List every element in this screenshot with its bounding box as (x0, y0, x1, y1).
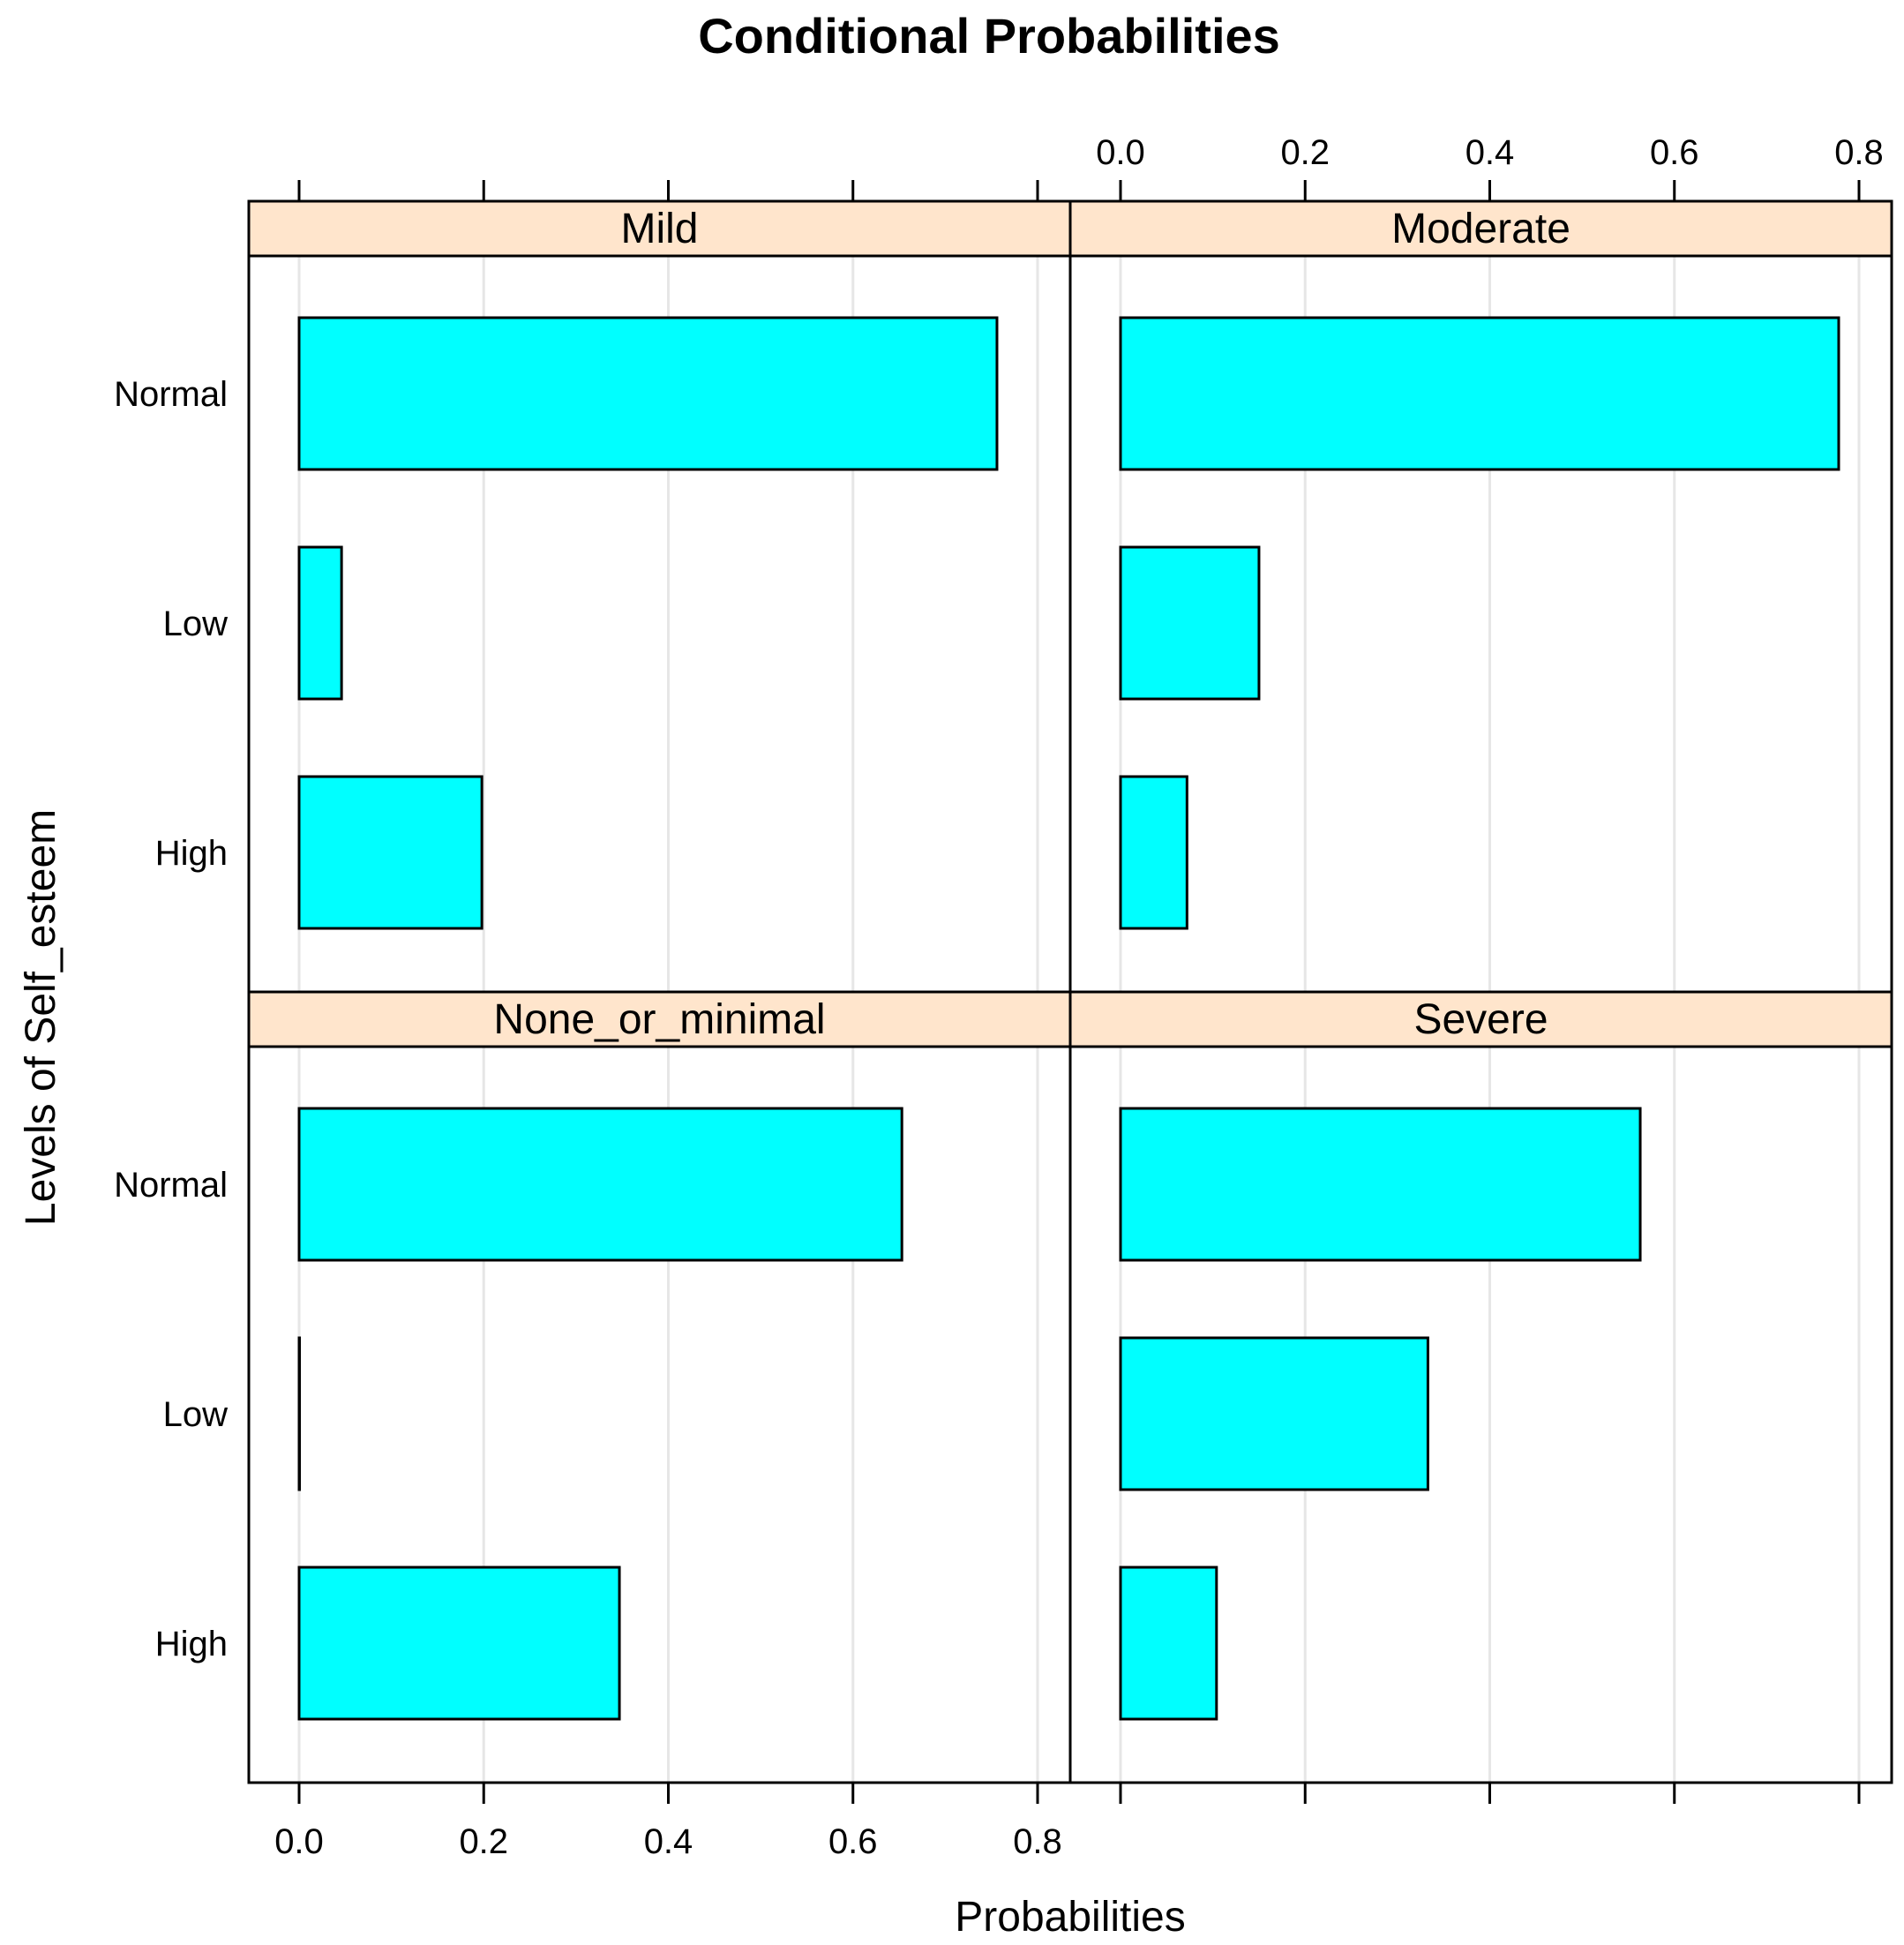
top-tick-label: 0.6 (1650, 133, 1699, 172)
top-tick-label: 0.2 (1280, 133, 1330, 172)
bottom-tick-label: 0.2 (459, 1822, 508, 1861)
top-tick-label: 0.8 (1834, 133, 1884, 172)
bar-low (297, 1336, 301, 1491)
bar-normal (297, 316, 999, 471)
bar-high (1119, 1566, 1218, 1721)
bar-low (1119, 545, 1261, 701)
top-tick-label: 0.0 (1096, 133, 1145, 172)
category-label-low: Low (163, 1395, 228, 1434)
strip-label: Moderate (1391, 206, 1570, 252)
chart-title: Conditional Probabilities (698, 8, 1280, 64)
bar-high (297, 1566, 621, 1721)
top-tick-label: 0.4 (1465, 133, 1515, 172)
bar-low (1119, 1336, 1429, 1491)
y-axis-label: Levels of Self_esteem (18, 809, 64, 1226)
bottom-tick-label: 0.6 (828, 1822, 878, 1861)
category-label-high: High (155, 1625, 228, 1663)
bottom-tick-label: 0.4 (644, 1822, 693, 1861)
category-label-normal: Normal (114, 1166, 228, 1205)
panel-moderate: Moderate (1068, 199, 1893, 994)
panel-severe: Severe (1068, 990, 1893, 1784)
bar-normal (1119, 1107, 1642, 1262)
category-label-low: Low (163, 605, 228, 643)
plot-area: Mild Normal Low High Moderate None_or_minimal… (114, 133, 1893, 1861)
bottom-tick-label: 0.0 (274, 1822, 324, 1861)
strip-background (1068, 990, 1893, 1048)
bar-high (297, 775, 483, 930)
bar-normal (1119, 316, 1840, 471)
panel-mild: Mild Normal Low High (114, 199, 1072, 994)
strip-background (247, 199, 1072, 258)
panel-none-or-minimal: None_or_minimal Normal Low High (114, 990, 1072, 1784)
strip-label: Mild (620, 206, 698, 252)
strip-background (247, 990, 1072, 1048)
bottom-tick-label: 0.8 (1013, 1822, 1062, 1861)
strip-background (1068, 199, 1893, 258)
bar-high (1119, 775, 1188, 930)
bar-low (297, 545, 343, 701)
category-label-high: High (155, 834, 228, 873)
strip-label: None_or_minimal (493, 996, 825, 1043)
strip-label: Severe (1413, 996, 1548, 1043)
x-axis-label: Probabilities (955, 1894, 1185, 1941)
category-label-normal: Normal (114, 375, 228, 414)
bar-normal (297, 1107, 903, 1262)
